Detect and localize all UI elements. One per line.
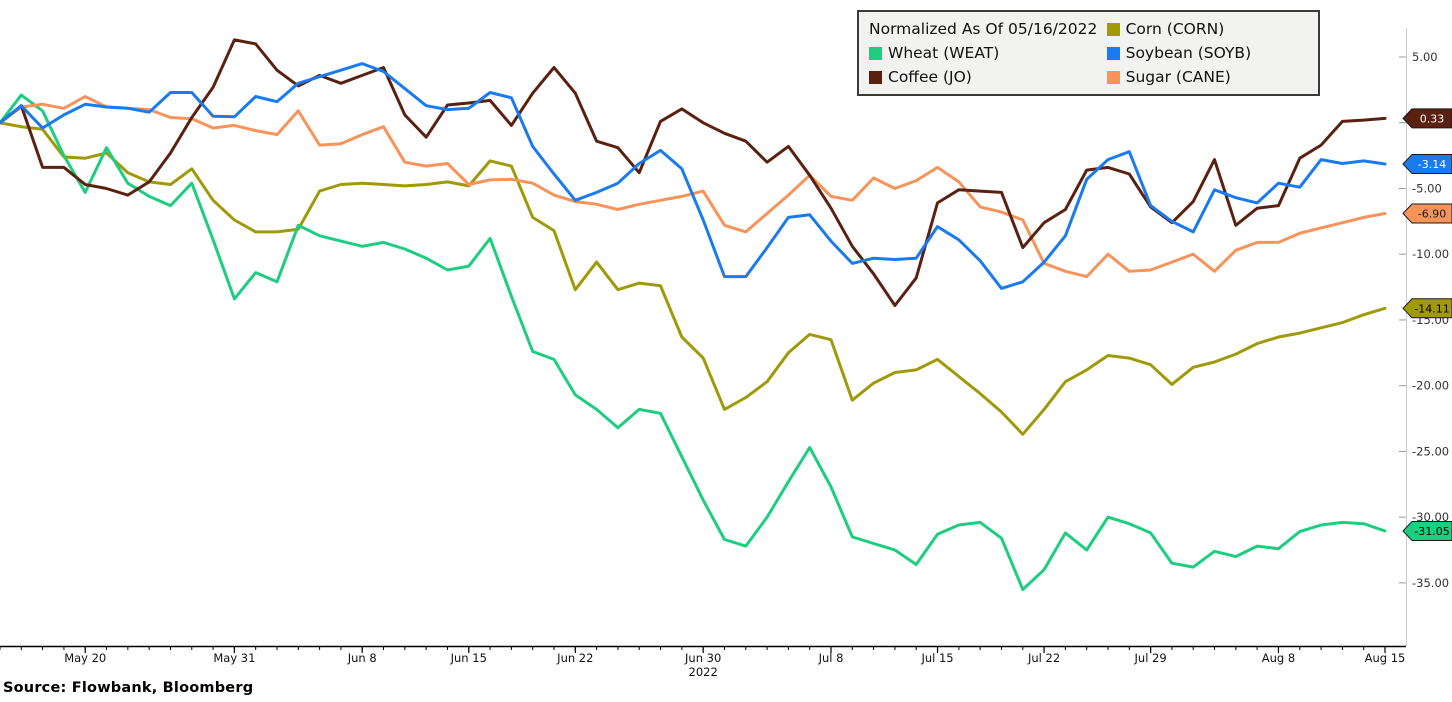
- x-axis-label: Jun 8: [347, 651, 377, 665]
- y-axis-label: -25.00: [1412, 444, 1449, 458]
- x-axis-label: Jul 29: [1134, 651, 1167, 665]
- last-value-badge-label-corn: -14.11: [1414, 302, 1449, 315]
- legend-item-label: Coffee (JO): [888, 67, 972, 86]
- x-axis-label: Jul 8: [818, 651, 844, 665]
- source-note: Source: Flowbank, Bloomberg: [3, 680, 254, 696]
- chart-legend: Normalized As Of 05/16/2022 Corn (CORN) …: [857, 10, 1320, 96]
- legend-title-text: Normalized As Of 05/16/2022: [869, 20, 1098, 38]
- x-axis-label: Jul 22: [1027, 651, 1060, 665]
- y-axis-label: -5.00: [1412, 181, 1442, 195]
- legend-item-label: Sugar (CANE): [1125, 67, 1231, 86]
- legend-item-label: Soybean (SOYB): [1125, 43, 1252, 62]
- corn-swatch-icon: [1106, 22, 1120, 36]
- legend-item-sugar[interactable]: Sugar (CANE): [1106, 67, 1308, 88]
- x-axis-label: May 31: [213, 651, 255, 665]
- sugar-swatch-icon: [1106, 70, 1120, 84]
- series-line-soyb: [0, 62, 1387, 290]
- y-axis-label: -30.00: [1412, 510, 1449, 524]
- legend-item-label: Corn (CORN): [1125, 20, 1225, 38]
- legend-item-label: Wheat (WEAT): [888, 43, 1000, 62]
- y-axis-label: -20.00: [1412, 379, 1449, 393]
- legend-item-wheat[interactable]: Wheat (WEAT): [869, 43, 1107, 64]
- last-value-badge-label-weat: -31.05: [1414, 525, 1449, 538]
- x-axis-label: Jun 30: [684, 651, 721, 665]
- last-value-badge-weat: [1402, 521, 1452, 541]
- legend-title: Normalized As Of 05/16/2022: [869, 19, 1107, 40]
- last-value-badge-cane: [1402, 203, 1452, 224]
- x-axis-label: Aug 15: [1365, 651, 1406, 665]
- x-axis-label: Aug 8: [1262, 651, 1295, 665]
- series-line-weat: [0, 93, 1387, 591]
- coffee-swatch-icon: [869, 70, 882, 84]
- last-value-badge-soyb: [1402, 154, 1452, 174]
- last-value-badge-label-jo: 0.33: [1420, 112, 1445, 125]
- x-axis-label: Jun 15: [450, 651, 487, 665]
- x-axis-label: Jul 15: [920, 651, 953, 665]
- legend-item-soybean[interactable]: Soybean (SOYB): [1106, 43, 1308, 64]
- series-line-corn: [0, 121, 1387, 436]
- soybean-swatch-icon: [1106, 46, 1120, 60]
- y-axis-label: -35.00: [1412, 576, 1449, 590]
- last-value-badge-label-soyb: -3.14: [1418, 158, 1446, 171]
- y-axis-label: -10.00: [1412, 247, 1449, 261]
- last-value-badge-label-cane: -6.90: [1418, 207, 1446, 220]
- last-value-badge-corn: [1402, 298, 1452, 319]
- x-axis-label: May 20: [64, 651, 106, 665]
- legend-item-coffee[interactable]: Coffee (JO): [869, 67, 1107, 88]
- wheat-swatch-icon: [869, 46, 882, 60]
- legend-item-corn[interactable]: Corn (CORN): [1106, 19, 1308, 40]
- y-axis-label: 5.00: [1412, 50, 1438, 64]
- last-value-badge-jo: [1402, 108, 1452, 129]
- x-axis-year-label: 2022: [689, 665, 718, 679]
- x-axis-label: Jun 22: [556, 651, 593, 665]
- series-line-cane: [0, 95, 1387, 279]
